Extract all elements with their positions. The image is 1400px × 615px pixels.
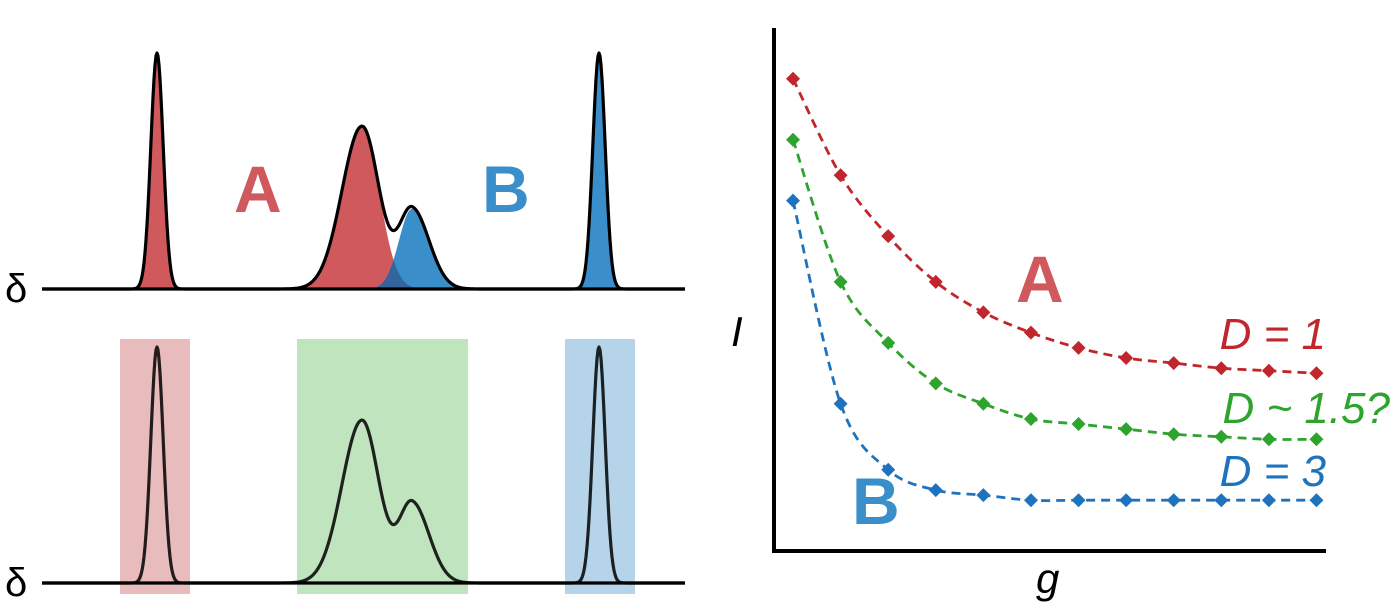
top-label-b: B [482, 152, 530, 226]
series-label-d15: D ~ 1.5? [1222, 384, 1390, 433]
top-spectrum: δ A B [5, 51, 686, 311]
data-point-s2-7 [1119, 493, 1134, 508]
integration-region-b [565, 339, 635, 594]
data-point-s2-4 [976, 488, 991, 503]
data-point-s2-2 [881, 462, 896, 477]
data-point-s2-11 [1309, 493, 1324, 508]
data-point-s2-5 [1023, 493, 1038, 508]
series-label-d3: D = 3 [1220, 447, 1327, 496]
decay-series-group [786, 71, 1324, 508]
series-line-0 [791, 78, 1317, 375]
data-point-s0-8 [1166, 356, 1181, 371]
data-point-s0-1 [833, 168, 848, 183]
data-point-s1-4 [976, 396, 991, 411]
series-line-1 [791, 139, 1317, 441]
data-point-s0-2 [881, 229, 896, 244]
data-point-s0-0 [786, 71, 801, 86]
data-point-s0-5 [1023, 325, 1038, 340]
top-label-a: A [234, 152, 282, 226]
decay-plot: I g A B D = 1 D ~ 1.5? D = 3 [731, 28, 1391, 602]
series-label-d1: D = 1 [1220, 310, 1326, 359]
data-point-s1-7 [1119, 422, 1134, 437]
top-delta-label: δ [5, 267, 27, 311]
data-point-s0-4 [976, 305, 991, 320]
data-point-s2-8 [1166, 493, 1181, 508]
data-point-s2-10 [1261, 493, 1276, 508]
data-point-s1-1 [833, 274, 848, 289]
data-point-s0-7 [1119, 351, 1134, 366]
data-point-s1-5 [1023, 411, 1038, 426]
peak-b-right-fill [572, 53, 627, 289]
data-point-s1-10 [1261, 432, 1276, 447]
data-point-s2-3 [928, 483, 943, 498]
data-point-s2-0 [786, 193, 801, 208]
data-point-s0-11 [1309, 366, 1324, 381]
data-point-s1-2 [881, 335, 896, 350]
data-point-s1-6 [1071, 417, 1086, 432]
data-point-s1-9 [1214, 429, 1229, 444]
data-point-s0-9 [1214, 361, 1229, 376]
y-axis-label: I [731, 308, 743, 355]
data-point-s0-3 [928, 274, 943, 289]
x-axis-label: g [1036, 555, 1059, 602]
data-point-s1-3 [928, 376, 943, 391]
data-point-s1-11 [1309, 432, 1324, 447]
plot-label-a: A [1016, 242, 1064, 316]
peak-b-middle-fill [360, 208, 470, 289]
data-point-s1-0 [786, 132, 801, 147]
bottom-spectrum: δ [5, 339, 686, 605]
data-point-s2-1 [833, 396, 848, 411]
data-point-s1-8 [1166, 427, 1181, 442]
bottom-delta-label: δ [5, 561, 27, 605]
plot-label-b: B [852, 464, 900, 538]
data-point-s0-10 [1261, 363, 1276, 378]
data-point-s0-6 [1071, 340, 1086, 355]
data-point-s2-6 [1071, 493, 1086, 508]
peak-a-middle-fill [305, 126, 430, 289]
peak-a-left-fill [130, 53, 185, 289]
data-point-s2-9 [1214, 493, 1229, 508]
peak-overlap-fill [355, 261, 440, 289]
